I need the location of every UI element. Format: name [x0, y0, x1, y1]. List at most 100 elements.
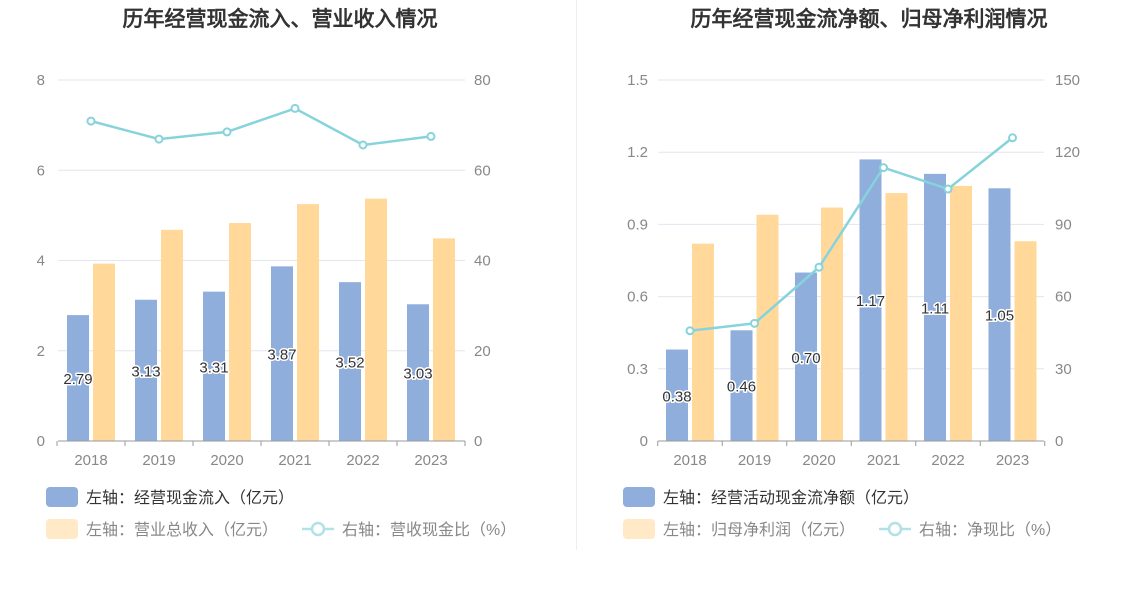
y-left-tick-label: 4: [37, 253, 45, 270]
bar-value-label: 3.03: [403, 366, 432, 383]
bar-value-label: 0.38: [662, 388, 691, 405]
legend-swatch-blue: [46, 487, 78, 507]
y-left-tick-label: 1.5: [627, 72, 648, 89]
panel-divider: [576, 0, 577, 550]
bar-2022-orange: [950, 185, 972, 441]
line-point-2020: [814, 262, 824, 272]
bar-2023-orange: [433, 238, 455, 441]
bar-value-label: 1.05: [985, 308, 1014, 325]
line-series-ratio: [689, 136, 1014, 333]
y-left-tick-label: 0: [37, 433, 45, 450]
x-tick-label-2022: 2022: [346, 452, 379, 469]
x-tick-label-2022: 2022: [931, 452, 964, 469]
bar-value-label: 1.11: [921, 300, 949, 317]
chart-title: 历年经营现金流入、营业收入情况: [123, 7, 438, 31]
y-right-tick-label: 0: [474, 433, 482, 450]
y-left-tick-label: 6: [37, 162, 45, 179]
bar-2018-blue: [666, 349, 688, 441]
bar-2020-orange: [821, 207, 843, 441]
y-left-tick-label: 8: [37, 72, 45, 89]
y-right-tick-label: 80: [474, 72, 491, 89]
bar-2021-orange: [297, 204, 319, 441]
bar-value-label: 3.52: [335, 355, 364, 372]
bar-value-label: 2.79: [63, 371, 92, 388]
bar-2018-blue: [67, 315, 89, 441]
bar-value-label: 1.17: [856, 293, 885, 310]
bar-2021-blue: [859, 159, 882, 442]
bar-2020-blue: [795, 272, 817, 441]
line-point-2019: [750, 318, 759, 328]
bar-2019-orange: [161, 229, 183, 441]
x-tick-label-2020: 2020: [210, 452, 243, 469]
bar-2020-orange: [229, 223, 251, 441]
y-right-tick-label: 120: [1055, 144, 1080, 161]
line-point-2022: [358, 140, 368, 150]
bar-value-label: 0.46: [727, 379, 756, 396]
x-tick-label-2019: 2019: [738, 452, 771, 469]
x-tick-label-2020: 2020: [802, 452, 835, 469]
legend-label-orange[interactable]: 左轴：归母净利润（亿元）: [663, 521, 855, 539]
y-right-tick-label: 30: [1055, 361, 1072, 378]
y-right-tick-label: 90: [1055, 216, 1072, 233]
bar-2021-blue: [271, 266, 293, 441]
legend-label-blue[interactable]: 左轴：经营现金流入（亿元）: [86, 489, 294, 507]
y-left-tick-label: 0.6: [627, 289, 648, 306]
bar-2022-blue: [339, 282, 361, 441]
legend-swatch-line-marker: [887, 521, 903, 537]
line-point-2019: [154, 134, 164, 144]
line-point-2018: [86, 116, 96, 126]
y-left-tick-label: 0.3: [627, 361, 648, 378]
legend-label-blue[interactable]: 左轴：经营活动现金流净额（亿元）: [663, 489, 919, 507]
x-tick-label-2018: 2018: [74, 452, 107, 469]
y-right-tick-label: 40: [474, 253, 491, 270]
legend-swatch-orange: [46, 519, 78, 539]
legend-swatch-line-marker: [310, 521, 326, 537]
bar-2019-blue: [135, 299, 157, 441]
legend-swatch-blue: [623, 487, 655, 507]
bar-2023-orange: [1014, 241, 1037, 441]
bar-2018-orange: [692, 243, 714, 441]
bar-2021-orange: [885, 193, 908, 441]
line-point-2018: [685, 326, 695, 336]
bar-2019-blue: [730, 330, 753, 441]
bar-2023-blue: [407, 304, 429, 441]
y-left-tick-label: 1.2: [627, 144, 648, 161]
x-tick-label-2021: 2021: [867, 452, 900, 469]
bar-2020-blue: [203, 291, 225, 441]
bar-value-label: 0.70: [791, 350, 820, 367]
line-point-2021: [879, 163, 888, 173]
y-left-tick-label: 2: [37, 343, 45, 360]
legend-label-orange[interactable]: 左轴：营业总收入（亿元）: [86, 521, 278, 539]
y-right-tick-label: 60: [1055, 289, 1072, 306]
bar-2023-blue: [988, 188, 1011, 441]
bar-value-label: 3.31: [199, 359, 228, 376]
bar-value-label: 3.13: [131, 363, 160, 380]
y-left-tick-label: 0: [640, 433, 648, 450]
x-tick-label-2023: 2023: [414, 452, 447, 469]
y-right-tick-label: 0: [1055, 433, 1063, 450]
y-right-tick-label: 20: [474, 343, 491, 360]
bar-value-label: 3.87: [267, 347, 296, 364]
chart-net-cash-flow-profit: 历年经营现金流净额、归母净利润情况 0 0.3 0.6 0.9 1.2 1.5 0 30 60 90…: [623, 7, 1080, 539]
legend-label-line[interactable]: 右轴：净现比（%）: [919, 521, 1061, 539]
y-left-tick-label: 0.9: [627, 216, 648, 233]
bar-2022-orange: [365, 198, 387, 441]
line-point-2020: [222, 127, 232, 137]
line-point-2021: [290, 103, 300, 113]
x-tick-label-2019: 2019: [142, 452, 175, 469]
bar-2018-orange: [93, 263, 115, 441]
bar-2022-blue: [924, 173, 946, 442]
line-point-2022: [943, 184, 953, 194]
y-right-tick-label: 150: [1055, 72, 1080, 89]
legend-swatch-orange: [623, 519, 655, 539]
chart-title: 历年经营现金流净额、归母净利润情况: [691, 7, 1048, 31]
x-tick-label-2023: 2023: [996, 452, 1029, 469]
bar-2019-orange: [756, 214, 779, 441]
x-tick-label-2021: 2021: [278, 452, 311, 469]
x-tick-label-2018: 2018: [673, 452, 706, 469]
line-point-2023: [426, 131, 436, 141]
y-right-tick-label: 60: [474, 162, 491, 179]
legend-label-line[interactable]: 右轴：营收现金比（%）: [342, 521, 516, 539]
line-point-2023: [1008, 133, 1017, 143]
